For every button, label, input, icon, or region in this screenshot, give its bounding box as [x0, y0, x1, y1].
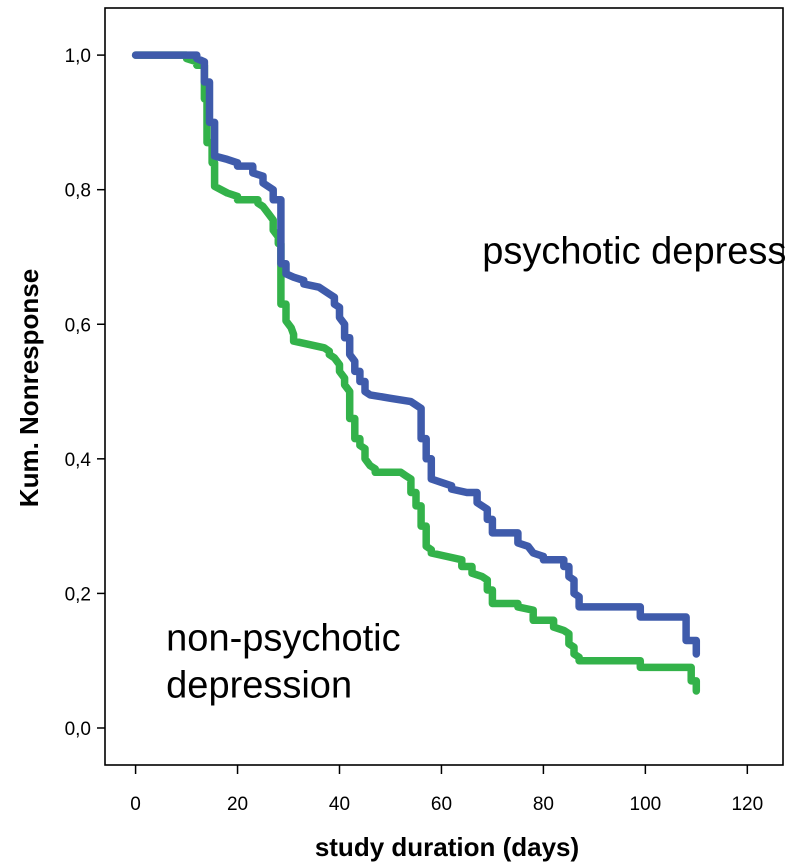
y-axis-title: Kum. Nonresponse [14, 269, 44, 507]
series-line-psychotic-depression [131, 51, 701, 658]
y-axis: 0,0 0,2 0,4 0,6 0,8 1,0 [65, 46, 105, 740]
y-tick-label: 0,8 [65, 181, 91, 202]
y-tick-label: 0,4 [65, 450, 92, 471]
annotation-layer: psychotic depression non-psychotic depress… [166, 231, 787, 707]
x-axis: 0 20 40 60 80 100 120 [130, 765, 763, 815]
y-tick-label: 0,6 [65, 315, 91, 336]
annotation-label: depression [166, 665, 352, 707]
series-line-non-psychotic-depression [131, 51, 701, 695]
x-tick-label: 120 [731, 794, 763, 815]
y-tick-label: 0,2 [65, 584, 91, 605]
series-layer [131, 51, 701, 695]
y-tick-label: 1,0 [65, 46, 91, 67]
x-tick-label: 20 [227, 794, 248, 815]
x-axis-title: study duration (days) [315, 832, 579, 862]
y-tick-label: 0,0 [65, 719, 91, 740]
x-tick-label: 60 [431, 794, 452, 815]
x-tick-label: 80 [533, 794, 554, 815]
annotation-label: non-psychotic [166, 618, 400, 660]
x-tick-label: 0 [130, 794, 141, 815]
x-tick-label: 40 [329, 794, 350, 815]
x-tick-label: 100 [630, 794, 662, 815]
annotation-label: psychotic depression [482, 231, 787, 273]
